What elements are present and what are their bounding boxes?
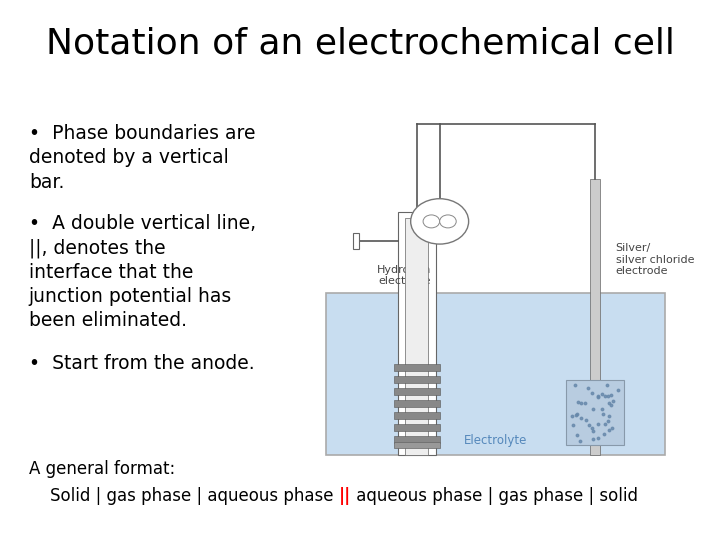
Bar bbox=[394, 412, 440, 420]
Bar bbox=[394, 442, 440, 448]
Text: Electrolyte: Electrolyte bbox=[464, 434, 527, 447]
Bar bbox=[398, 212, 436, 455]
Bar bbox=[394, 400, 440, 407]
Bar bbox=[394, 436, 440, 443]
Text: •  Start from the anode.: • Start from the anode. bbox=[29, 354, 254, 373]
Bar bbox=[325, 293, 665, 455]
Bar bbox=[394, 424, 440, 431]
Bar bbox=[394, 364, 440, 372]
Text: Notation of an electrochemical cell: Notation of an electrochemical cell bbox=[45, 27, 675, 61]
Circle shape bbox=[440, 215, 456, 228]
Bar bbox=[590, 179, 600, 455]
Text: aqueous phase | gas phase | solid: aqueous phase | gas phase | solid bbox=[351, 487, 638, 505]
Bar bbox=[405, 218, 428, 455]
Bar bbox=[394, 388, 440, 395]
Text: •  A double vertical line,
||, denotes the
interface that the
junction potential: • A double vertical line, ||, denotes th… bbox=[29, 214, 256, 330]
Circle shape bbox=[423, 215, 440, 228]
Text: •  Phase boundaries are
denoted by a vertical
bar.: • Phase boundaries are denoted by a vert… bbox=[29, 124, 256, 192]
Text: Hydrogen
electrode: Hydrogen electrode bbox=[377, 265, 432, 286]
Text: Silver/
silver chloride
electrode: Silver/ silver chloride electrode bbox=[616, 244, 694, 276]
Bar bbox=[394, 376, 440, 383]
Text: A general format:: A general format: bbox=[29, 460, 175, 478]
Bar bbox=[353, 233, 359, 249]
Bar bbox=[566, 380, 624, 445]
Text: Solid | gas phase | aqueous phase: Solid | gas phase | aqueous phase bbox=[29, 487, 338, 505]
Text: ||: || bbox=[338, 487, 351, 505]
Circle shape bbox=[410, 199, 469, 244]
